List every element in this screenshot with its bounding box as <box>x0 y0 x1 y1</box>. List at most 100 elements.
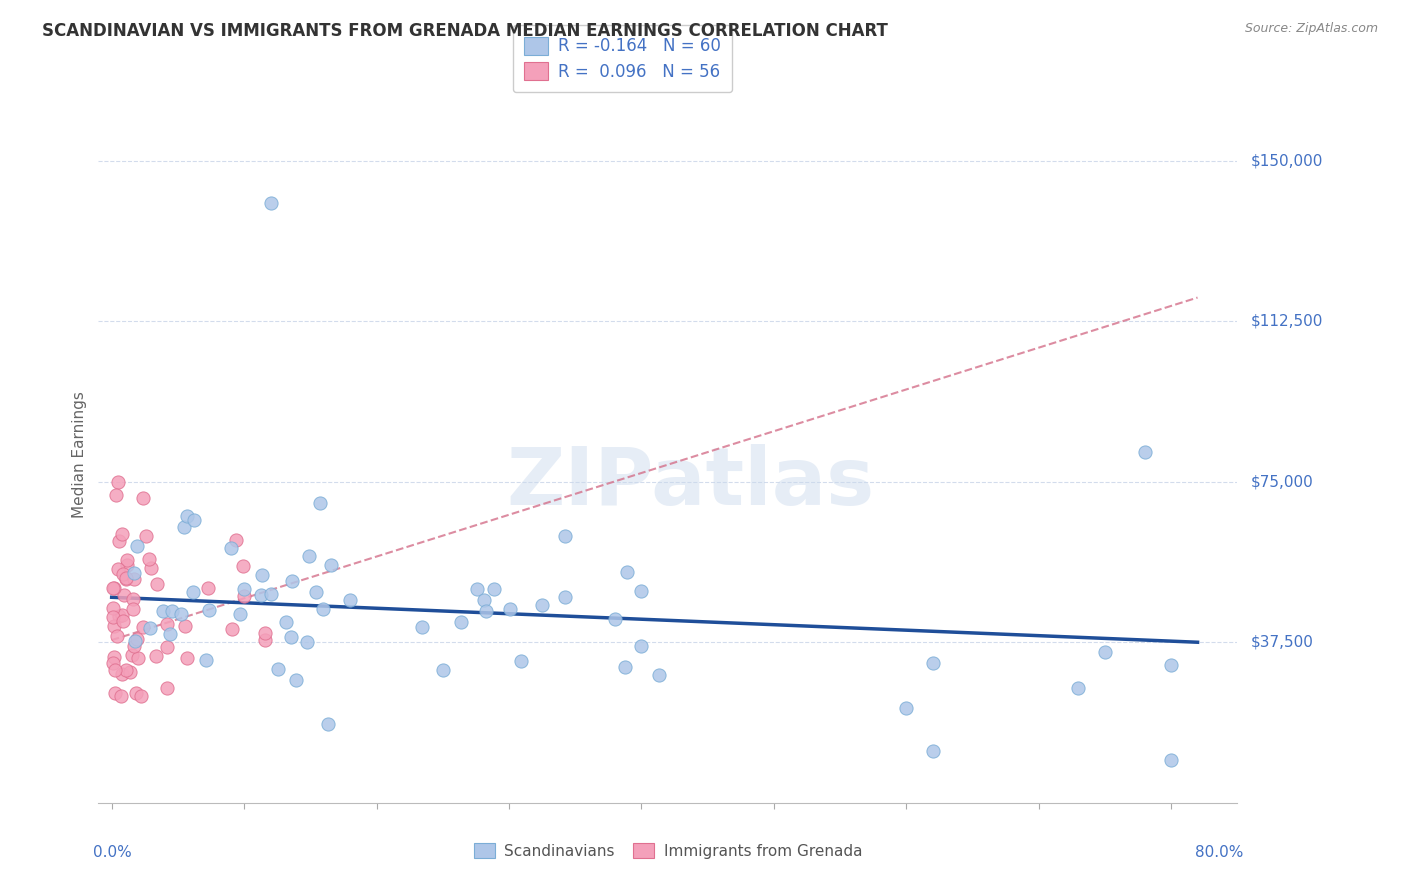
Point <box>125 686 148 700</box>
Point <box>432 663 454 677</box>
Point <box>195 653 218 667</box>
Point <box>276 615 298 629</box>
Point <box>647 668 669 682</box>
Point <box>228 607 250 621</box>
Point <box>103 601 125 615</box>
Point <box>111 526 134 541</box>
Point <box>232 559 254 574</box>
Point <box>475 604 498 618</box>
Point <box>630 583 652 598</box>
Text: 0.0%: 0.0% <box>93 845 132 860</box>
Point <box>104 487 127 501</box>
Point <box>554 529 576 543</box>
Point <box>170 607 193 621</box>
Point <box>1160 753 1182 767</box>
Point <box>176 509 198 524</box>
Point <box>499 602 522 616</box>
Point <box>124 634 146 648</box>
Point <box>530 599 553 613</box>
Point <box>156 616 179 631</box>
Point <box>254 633 277 648</box>
Point <box>259 196 281 211</box>
Point <box>510 654 533 668</box>
Point <box>921 656 943 670</box>
Point <box>173 618 195 632</box>
Point <box>250 588 273 602</box>
Point <box>103 581 125 595</box>
Point <box>129 689 152 703</box>
Point <box>465 582 488 596</box>
Point <box>103 619 125 633</box>
Point <box>112 566 135 581</box>
Text: SCANDINAVIAN VS IMMIGRANTS FROM GRENADA MEDIAN EARNINGS CORRELATION CHART: SCANDINAVIAN VS IMMIGRANTS FROM GRENADA … <box>42 22 889 40</box>
Point <box>1160 657 1182 672</box>
Point <box>121 648 143 663</box>
Point <box>114 571 136 585</box>
Point <box>159 626 181 640</box>
Point <box>124 639 146 653</box>
Point <box>1067 681 1090 695</box>
Point <box>145 648 167 663</box>
Text: $150,000: $150,000 <box>1251 153 1323 168</box>
Text: $37,500: $37,500 <box>1251 635 1315 649</box>
Point <box>198 603 221 617</box>
Point <box>107 562 129 576</box>
Legend: Scandinavians, Immigrants from Grenada: Scandinavians, Immigrants from Grenada <box>468 837 868 864</box>
Point <box>484 582 506 597</box>
Text: Source: ZipAtlas.com: Source: ZipAtlas.com <box>1244 22 1378 36</box>
Point <box>146 577 169 591</box>
Point <box>233 589 256 603</box>
Point <box>101 610 124 624</box>
Point <box>138 552 160 566</box>
Point <box>132 491 155 506</box>
Point <box>110 689 132 703</box>
Point <box>108 533 131 548</box>
Point <box>183 584 205 599</box>
Point <box>156 640 179 655</box>
Point <box>305 584 328 599</box>
Point <box>112 589 135 603</box>
Point <box>122 602 145 616</box>
Point <box>896 700 918 714</box>
Point <box>312 602 335 616</box>
Point <box>139 621 162 635</box>
Point <box>221 541 243 555</box>
Point <box>554 591 576 605</box>
Point <box>298 549 321 563</box>
Text: $75,000: $75,000 <box>1251 475 1315 489</box>
Point <box>614 659 637 673</box>
Point <box>114 572 136 586</box>
Point <box>152 604 174 618</box>
Point <box>162 604 184 618</box>
Point <box>132 619 155 633</box>
Point <box>122 592 145 607</box>
Point <box>114 663 136 677</box>
Point <box>135 529 157 543</box>
Point <box>318 716 340 731</box>
Point <box>1094 645 1116 659</box>
Point <box>339 593 361 607</box>
Point <box>450 615 472 629</box>
Point <box>280 630 302 644</box>
Text: $112,500: $112,500 <box>1251 314 1323 328</box>
Point <box>295 635 318 649</box>
Point <box>173 519 195 533</box>
Point <box>225 533 247 547</box>
Point <box>254 626 277 640</box>
Point <box>1133 444 1156 458</box>
Point <box>252 568 274 582</box>
Point <box>285 673 308 688</box>
Point <box>630 640 652 654</box>
Point <box>115 553 138 567</box>
Point <box>233 582 256 596</box>
Point <box>616 565 638 579</box>
Point <box>117 558 139 572</box>
Point <box>259 587 281 601</box>
Point <box>108 609 131 624</box>
Point <box>103 649 125 664</box>
Point <box>605 612 627 626</box>
Point <box>474 593 496 607</box>
Y-axis label: Median Earnings: Median Earnings <box>72 392 87 518</box>
Point <box>107 475 129 489</box>
Point <box>111 607 134 622</box>
